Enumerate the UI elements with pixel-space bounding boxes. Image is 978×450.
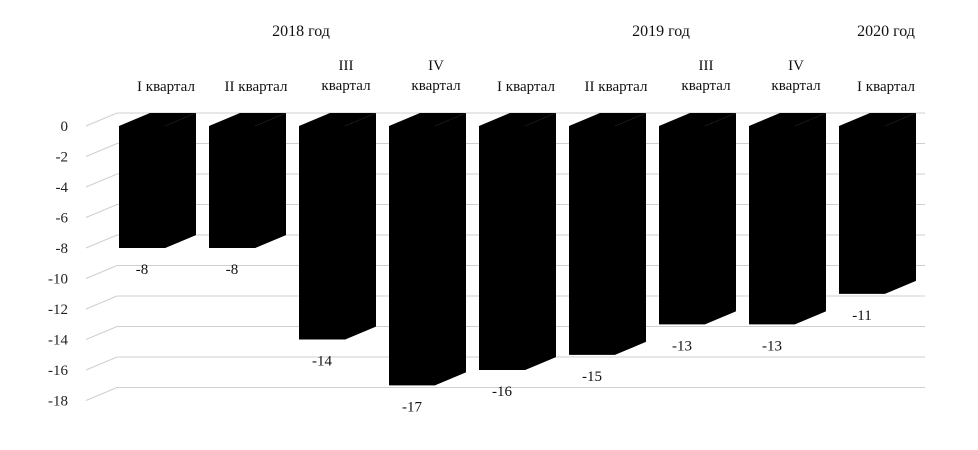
- category-labels: I квартал II квартал III квартал IV квартал I …: [137, 58, 915, 95]
- data-label: -14: [312, 354, 332, 370]
- category-label: III квартал: [681, 58, 731, 94]
- gridline: [85, 387, 925, 401]
- gridline: [85, 204, 925, 218]
- gridline: [85, 143, 925, 157]
- bar: [389, 113, 466, 386]
- category-label: II квартал: [225, 79, 288, 95]
- gridlines: [85, 112, 925, 401]
- bars: [119, 113, 916, 386]
- category-label: IV квартал: [411, 58, 461, 94]
- y-axis-tick-labels: 0 -2 -4 -6 -8 -10 -12 -14 -16 -18: [48, 119, 68, 410]
- data-label: -17: [402, 399, 422, 415]
- category-label: III квартал: [321, 58, 371, 94]
- bar: [569, 113, 646, 355]
- year-group-label: 2020 год: [857, 23, 915, 40]
- y-tick-label: -12: [48, 302, 68, 318]
- y-tick-label: -18: [48, 394, 68, 410]
- gridline: [85, 295, 925, 310]
- gridline: [85, 173, 925, 188]
- gridline: [85, 234, 925, 249]
- y-tick-label: 0: [61, 119, 69, 135]
- data-labels: -8 -8 -14 -17 -16 -15 -13 -13 -11: [136, 262, 872, 415]
- y-tick-label: -4: [56, 180, 69, 196]
- bar: [119, 113, 196, 248]
- data-label: -15: [582, 369, 602, 385]
- data-label: -11: [852, 308, 871, 324]
- y-tick-label: -6: [56, 211, 69, 227]
- data-label: -13: [672, 338, 692, 354]
- category-label: I квартал: [857, 79, 915, 95]
- bar: [839, 113, 916, 294]
- gridline: [85, 326, 925, 340]
- bar: [749, 113, 826, 325]
- year-group-labels: 2018 год 2019 год 2020 год: [272, 23, 915, 40]
- category-label: I квартал: [497, 79, 555, 95]
- y-tick-label: -16: [48, 363, 68, 379]
- gridline: [85, 356, 925, 371]
- data-label: -8: [136, 262, 149, 278]
- y-tick-label: -8: [56, 241, 69, 257]
- gridline: [85, 265, 925, 279]
- gridline: [85, 112, 925, 127]
- y-tick-label: -2: [56, 150, 69, 166]
- year-group-label: 2018 год: [272, 23, 330, 40]
- bar: [659, 113, 736, 325]
- y-tick-label: -14: [48, 333, 68, 349]
- bar: [209, 113, 286, 248]
- year-group-label: 2019 год: [632, 23, 690, 40]
- data-label: -13: [762, 338, 782, 354]
- category-label: I квартал: [137, 79, 195, 95]
- category-label: II квартал: [585, 79, 648, 95]
- data-label: -8: [226, 262, 239, 278]
- category-label: IV квартал: [771, 58, 821, 94]
- bar: [299, 113, 376, 340]
- bar: [479, 113, 556, 370]
- y-tick-label: -10: [48, 272, 68, 288]
- data-label: -16: [492, 384, 512, 400]
